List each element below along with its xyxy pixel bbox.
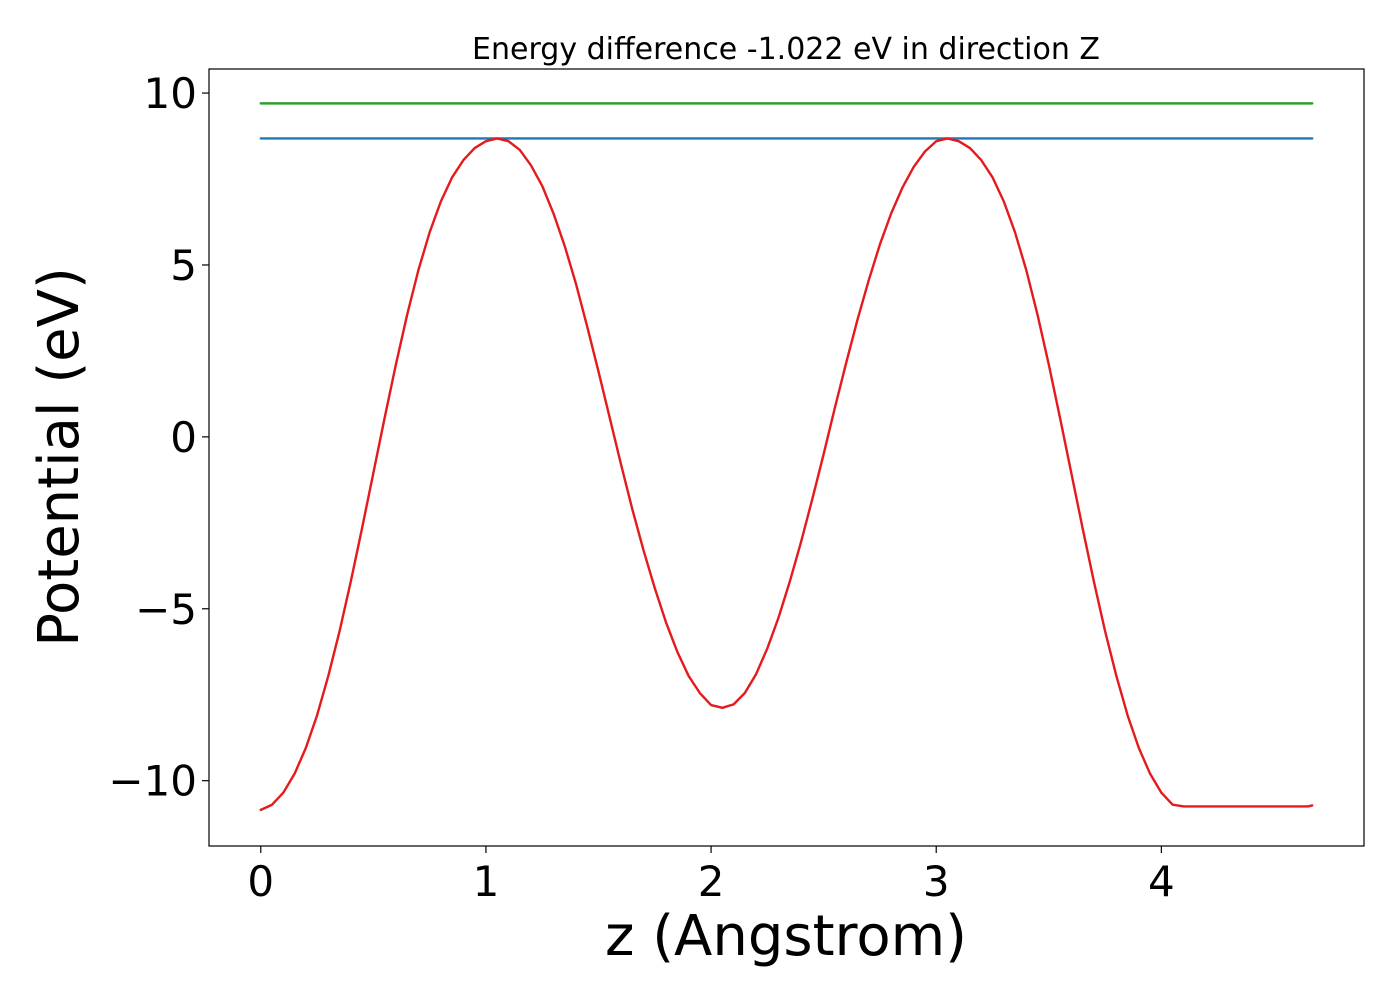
y-tick-label: 10 [144,69,197,118]
chart-title: Energy difference -1.022 eV in direction… [472,32,1100,67]
y-tick-label: −5 [135,585,197,634]
x-tick-label: 0 [247,857,274,906]
y-tick-label: 0 [170,413,197,462]
x-axis-label: z (Angstrom) [605,904,967,969]
series-layer [259,102,1314,812]
y-axis-label: Potential (eV) [27,267,92,647]
plot-area-frame [208,68,1365,847]
series-line-2 [259,137,1314,812]
y-tick-label: 5 [170,241,197,290]
x-tick-label: 1 [473,857,500,906]
tick-layer: 0 1 2 3 4 10 5 0 −5 −10 [108,69,1174,906]
x-tick-label: 4 [1148,857,1175,906]
x-tick-label: 3 [923,857,950,906]
y-tick-label: −10 [108,757,197,806]
x-tick-label: 2 [698,857,725,906]
